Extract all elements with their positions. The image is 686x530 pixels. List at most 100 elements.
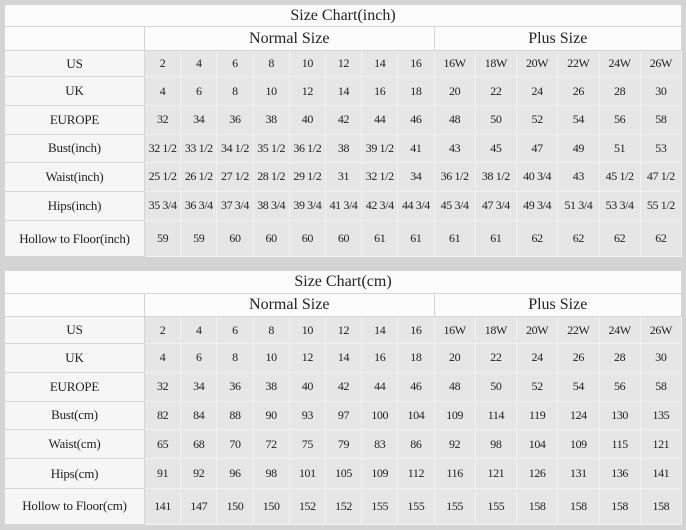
- size-cell: 52: [515, 371, 559, 402]
- size-chart-cm: Size Chart(cm) Normal Size Plus Size US 2 4 6 8…: [4, 270, 683, 526]
- size-cell: 45 3/4: [433, 190, 476, 222]
- size-cell: 55 1/2: [639, 190, 683, 222]
- size-cell: 48: [433, 104, 476, 135]
- size-cell: 115: [598, 429, 641, 460]
- row-label: EUROPE: [4, 104, 145, 135]
- table-row: UK 4 6 8 10 12 14 16 18 20 22 24 26 28 30: [4, 76, 683, 106]
- table-row: Hollow to Floor(cm) 141 147 150 150 152 152 155…: [4, 487, 683, 526]
- size-cell: 131: [557, 458, 600, 489]
- size-cell: 37 3/4: [216, 190, 254, 222]
- size-cell: 44: [361, 104, 399, 135]
- size-cell: 41: [397, 133, 435, 164]
- size-cell: 24: [515, 76, 559, 106]
- size-cell: 62: [557, 220, 600, 257]
- size-cell: 38: [252, 104, 290, 135]
- size-cell: 10: [288, 316, 326, 344]
- size-cell: 105: [324, 458, 363, 489]
- size-cell: 6: [180, 342, 218, 373]
- size-cell: 32 1/2: [361, 162, 399, 192]
- size-cell: 36: [216, 371, 254, 402]
- size-cell: 62: [639, 220, 683, 257]
- size-cell: 18W: [474, 316, 518, 344]
- size-cell: 155: [397, 487, 435, 526]
- size-cell: 8: [252, 316, 290, 344]
- size-cell: 40 3/4: [515, 162, 559, 192]
- size-cell: 56: [598, 371, 641, 402]
- size-cell: 10: [252, 76, 290, 106]
- size-cell: 158: [639, 487, 683, 526]
- size-cell: 40: [288, 104, 326, 135]
- size-cell: 28: [598, 76, 641, 106]
- size-cell: 26 1/2: [180, 162, 218, 192]
- size-cell: 48: [433, 371, 476, 402]
- size-cell: 45 1/2: [598, 162, 641, 192]
- size-cell: 29 1/2: [288, 162, 326, 192]
- table-row: EUROPE 32 34 36 38 40 42 44 46 48 50 52 54 56 58: [4, 104, 683, 135]
- group-plus-size: Plus Size: [433, 26, 682, 51]
- size-cell: 92: [433, 429, 476, 460]
- row-label: UK: [4, 76, 145, 106]
- size-cell: 8: [252, 49, 290, 78]
- row-label: Bust(inch): [4, 133, 145, 164]
- size-cell: 100: [361, 400, 399, 431]
- size-cell: 121: [639, 429, 683, 460]
- table-row: Waist(cm) 65 68 70 72 75 79 83 86 92 98 104 109 115 12…: [4, 429, 683, 460]
- size-cell: 32: [143, 371, 182, 402]
- table-row: Bust(cm) 82 84 88 90 93 97 100 104 109 114 119 124 13…: [4, 400, 683, 431]
- size-cell: 20: [433, 342, 476, 373]
- size-cell: 12: [288, 342, 326, 373]
- size-cell: 62: [598, 220, 641, 257]
- size-cell: 60: [216, 220, 254, 257]
- size-cell: 35 3/4: [143, 190, 182, 222]
- size-cell: 62: [515, 220, 559, 257]
- size-cell: 54: [557, 104, 600, 135]
- size-cell: 82: [143, 400, 182, 431]
- table-row: UK 4 6 8 10 12 14 16 18 20 22 24 26 28 30: [4, 342, 683, 373]
- size-cell: 10: [288, 49, 326, 78]
- size-cell: 16: [361, 76, 399, 106]
- size-cell: 47: [515, 133, 559, 164]
- row-label: US: [4, 49, 145, 78]
- size-cell: 22W: [557, 316, 600, 344]
- size-cell: 51 3/4: [557, 190, 600, 222]
- size-cell: 16: [397, 49, 435, 78]
- corner-cell: [4, 26, 145, 51]
- size-cell: 26: [557, 76, 600, 106]
- size-cell: 20W: [515, 316, 559, 344]
- size-cell: 68: [180, 429, 218, 460]
- size-cell: 8: [216, 342, 254, 373]
- size-cell: 24W: [598, 316, 641, 344]
- size-cell: 24W: [598, 49, 641, 78]
- size-cell: 150: [252, 487, 290, 526]
- size-cell: 150: [216, 487, 254, 526]
- size-cell: 61: [397, 220, 435, 257]
- size-cell: 70: [216, 429, 254, 460]
- size-cell: 109: [361, 458, 399, 489]
- size-cell: 109: [557, 429, 600, 460]
- size-cell: 135: [639, 400, 683, 431]
- size-cell: 147: [180, 487, 218, 526]
- size-cell: 25 1/2: [143, 162, 182, 192]
- size-cell: 34: [180, 371, 218, 402]
- size-cell: 98: [474, 429, 518, 460]
- size-cell: 61: [361, 220, 399, 257]
- table-row: Bust(inch) 32 1/2 33 1/2 34 1/2 35 1/2 36 1/2…: [4, 133, 683, 164]
- size-cell: 49: [557, 133, 600, 164]
- size-cell: 158: [598, 487, 641, 526]
- size-cell: 4: [143, 76, 182, 106]
- size-cell: 59: [143, 220, 182, 257]
- size-cell: 14: [361, 49, 399, 78]
- size-cell: 56: [598, 104, 641, 135]
- size-cell: 6: [216, 316, 254, 344]
- size-cell: 16W: [433, 316, 476, 344]
- size-cell: 4: [143, 342, 182, 373]
- row-label: Hips(cm): [4, 458, 145, 489]
- size-cell: 39 1/2: [361, 133, 399, 164]
- table-row: US 2 4 6 8 10 12 14 16 16W 18W 20W 22W 24W 26W: [4, 316, 683, 344]
- size-cell: 75: [288, 429, 326, 460]
- size-cell: 42 3/4: [361, 190, 399, 222]
- size-cell: 38: [252, 371, 290, 402]
- size-cell: 27 1/2: [216, 162, 254, 192]
- size-cell: 40: [288, 371, 326, 402]
- size-cell: 31: [324, 162, 363, 192]
